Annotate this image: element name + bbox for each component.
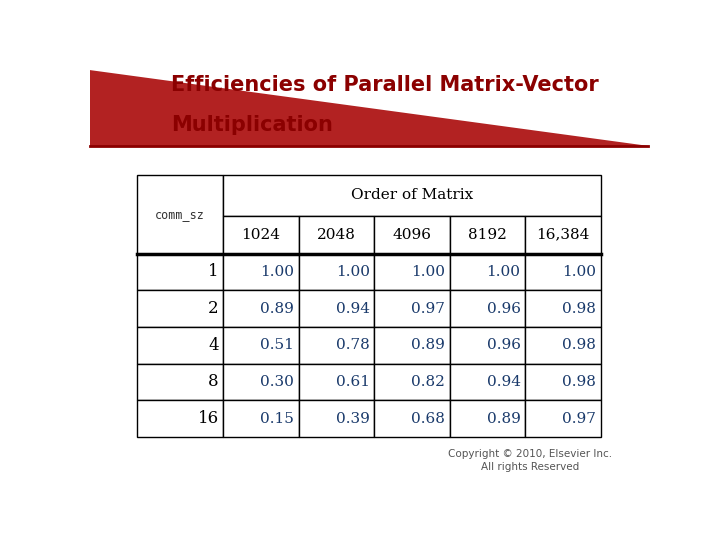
Text: 1.00: 1.00: [336, 265, 369, 279]
Text: 0.98: 0.98: [562, 338, 596, 352]
Text: 0.96: 0.96: [487, 301, 521, 315]
Bar: [525, 327, 600, 363]
Bar: [223, 215, 299, 254]
Text: 16,384: 16,384: [536, 227, 590, 241]
Text: 0.98: 0.98: [562, 301, 596, 315]
Bar: [299, 254, 374, 290]
Bar: [138, 290, 223, 327]
Bar: [223, 400, 299, 437]
Text: 0.82: 0.82: [411, 375, 445, 389]
Bar: [449, 215, 525, 254]
Bar: [90, 65, 648, 146]
Bar: [90, 65, 648, 146]
Bar: [449, 290, 525, 327]
Text: 4096: 4096: [392, 227, 431, 241]
Text: Order of Matrix: Order of Matrix: [351, 188, 473, 202]
Bar: [525, 254, 600, 290]
Text: 8: 8: [208, 374, 219, 390]
Text: 0.51: 0.51: [260, 338, 294, 352]
Text: 1.00: 1.00: [411, 265, 445, 279]
Bar: [449, 400, 525, 437]
Polygon shape: [51, 0, 648, 146]
Bar: [374, 290, 449, 327]
Bar: [374, 327, 449, 363]
Bar: [138, 400, 223, 437]
Text: 0.89: 0.89: [411, 338, 445, 352]
Text: 1.00: 1.00: [260, 265, 294, 279]
Text: 2048: 2048: [317, 227, 356, 241]
Bar: [138, 175, 223, 254]
Text: 0.97: 0.97: [562, 411, 596, 426]
Text: 0.89: 0.89: [487, 411, 521, 426]
Text: 0.15: 0.15: [260, 411, 294, 426]
Bar: [374, 363, 449, 400]
Text: 1: 1: [208, 264, 219, 280]
Text: 0.78: 0.78: [336, 338, 369, 352]
Text: Multiplication: Multiplication: [171, 115, 333, 135]
Bar: [449, 327, 525, 363]
Bar: [299, 215, 374, 254]
Text: 0.89: 0.89: [260, 301, 294, 315]
Text: 16: 16: [197, 410, 219, 427]
Text: 0.30: 0.30: [260, 375, 294, 389]
Text: 1.00: 1.00: [487, 265, 521, 279]
Bar: [374, 400, 449, 437]
Text: 2: 2: [208, 300, 219, 317]
Bar: [449, 254, 525, 290]
Bar: [223, 290, 299, 327]
Bar: [299, 363, 374, 400]
Bar: [223, 327, 299, 363]
Bar: [374, 215, 449, 254]
Bar: [138, 363, 223, 400]
Bar: [525, 400, 600, 437]
Text: 0.39: 0.39: [336, 411, 369, 426]
Text: 1.00: 1.00: [562, 265, 596, 279]
Bar: [299, 327, 374, 363]
Text: 4: 4: [208, 337, 219, 354]
Bar: [138, 327, 223, 363]
Bar: [223, 363, 299, 400]
Bar: [525, 290, 600, 327]
Bar: [525, 363, 600, 400]
Text: 0.98: 0.98: [562, 375, 596, 389]
Bar: [223, 254, 299, 290]
Bar: [449, 363, 525, 400]
Bar: [525, 215, 600, 254]
Text: 1024: 1024: [241, 227, 280, 241]
Text: Efficiencies of Parallel Matrix-Vector: Efficiencies of Parallel Matrix-Vector: [171, 76, 598, 96]
Text: 0.94: 0.94: [336, 301, 369, 315]
Bar: [138, 254, 223, 290]
Text: 0.68: 0.68: [411, 411, 445, 426]
Bar: [299, 400, 374, 437]
Text: 0.61: 0.61: [336, 375, 369, 389]
Text: Copyright © 2010, Elsevier Inc.
All rights Reserved: Copyright © 2010, Elsevier Inc. All righ…: [448, 449, 612, 472]
Bar: [223, 175, 600, 215]
Bar: [374, 254, 449, 290]
Text: comm_sz: comm_sz: [156, 208, 205, 221]
Text: 0.94: 0.94: [487, 375, 521, 389]
Text: 0.97: 0.97: [411, 301, 445, 315]
Text: 0.96: 0.96: [487, 338, 521, 352]
Bar: [299, 290, 374, 327]
Text: 8192: 8192: [468, 227, 507, 241]
